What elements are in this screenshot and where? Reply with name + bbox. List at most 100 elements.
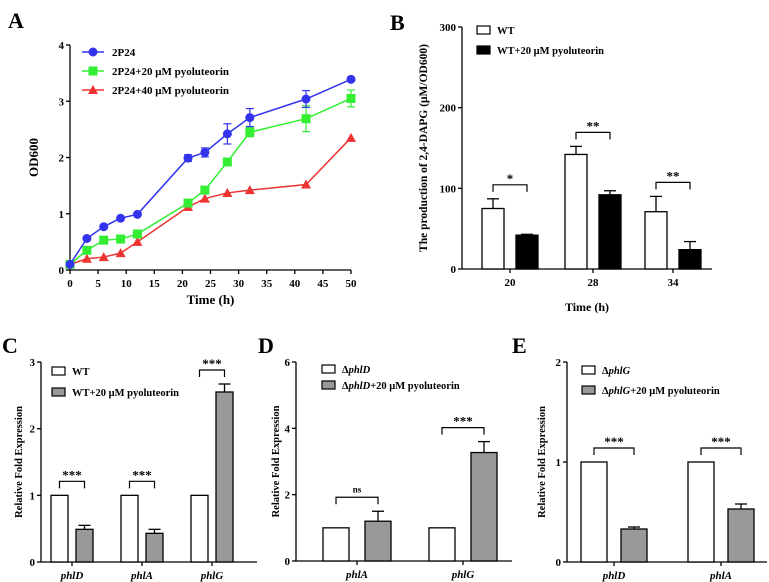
- panel-a-data-point: [222, 157, 232, 167]
- panel-b-legend-swatch: [476, 25, 491, 35]
- panel-a-x-tick-label: 30: [233, 278, 245, 290]
- panel-e-x-tick-label: phlD: [602, 570, 626, 582]
- panel-c-legend-swatch: [51, 387, 66, 397]
- panel-a-data-point: [199, 193, 210, 203]
- panel-b-x-tick-label: 34: [668, 277, 680, 289]
- panel-e-x-tick-label: phlA: [709, 570, 732, 582]
- panel-e-bar-treated: [727, 508, 755, 563]
- panel-b-y-tick-label: 200: [440, 103, 457, 115]
- panel-c-x-tick-label: phlG: [200, 570, 224, 582]
- panel-a-data-point: [183, 153, 193, 163]
- panel-a-y-tick-label: 1: [59, 209, 65, 221]
- panel-d-significance-label: ns: [353, 484, 362, 494]
- panel-a-legend-label: 2P24+20 μM pyoluteorin: [112, 66, 229, 78]
- panel-e-y-tick-label: 0: [556, 557, 562, 569]
- panel-a-data-point: [222, 187, 233, 197]
- panel-a-data-point: [99, 222, 109, 232]
- panel-e-legend-label: ΔphlG+20 μM pyoluteorin: [602, 386, 720, 397]
- panel-b-x-axis-label: Time (h): [565, 300, 609, 314]
- panel-b-legend-label: WT: [497, 26, 515, 37]
- panel-c-significance-bracket: [58, 480, 86, 489]
- panel-c-legend-swatch: [51, 366, 66, 376]
- panel-a-legend-marker: [88, 47, 98, 57]
- panel-b-bar-treated: [598, 194, 622, 270]
- panel-e-legend-swatch: [581, 385, 596, 395]
- panel-b-significance-label: **: [667, 168, 680, 183]
- panel-e-bar-control: [687, 461, 715, 563]
- panel-b-y-tick-label: 100: [440, 183, 457, 195]
- panel-d-y-tick-label: 6: [285, 357, 291, 369]
- panel-b-y-tick-label: 0: [451, 264, 457, 276]
- panel-c-bar-treated: [215, 391, 234, 563]
- panel-c-significance-label: ***: [202, 356, 222, 371]
- panel-b-significance-bracket: [655, 181, 691, 190]
- panel-b-bar-control: [644, 211, 668, 270]
- panel-c-label: C: [2, 333, 18, 358]
- panel-a-data-point: [116, 234, 126, 244]
- panel-d-x-tick-label: phlA: [345, 569, 368, 581]
- panel-b-legend-swatch: [476, 45, 491, 55]
- panel-a-x-tick-label: 0: [67, 278, 73, 290]
- panel-a-data-point: [346, 132, 356, 142]
- panel-a-data-point: [116, 213, 126, 223]
- panel-a-x-tick-label: 10: [121, 278, 133, 290]
- panel-a-data-point: [82, 245, 92, 255]
- panel-a-data-point: [115, 248, 126, 258]
- panel-b-bar-treated: [678, 248, 702, 270]
- panel-a-x-axis-label: Time (h): [187, 292, 235, 307]
- panel-a-data-point: [183, 198, 193, 208]
- panel-c-legend-label: WT: [72, 367, 90, 378]
- panel-e-legend-label: ΔphlG: [602, 366, 631, 377]
- panel-c-y-tick-label: 2: [30, 424, 36, 436]
- panel-d-y-axis-label: Relative Fold Expression: [271, 405, 282, 517]
- panel-e-significance-bracket: [593, 447, 635, 455]
- panel-a-data-point: [132, 236, 143, 246]
- panel-d-bar-control: [322, 527, 350, 562]
- panel-d-significance-bracket: [335, 496, 379, 505]
- panel-d-label: D: [258, 333, 274, 358]
- panel-a-x-tick-label: 15: [149, 278, 161, 290]
- panel-a-x-tick-label: 40: [289, 278, 301, 290]
- panel-a-x-tick-label: 25: [205, 278, 217, 290]
- panel-d-significance-bracket: [441, 427, 485, 435]
- panel-a-data-point: [245, 127, 255, 137]
- panel-e-legend-swatch: [581, 365, 596, 375]
- panel-a-data-point: [245, 113, 255, 123]
- panel-e-label: E: [512, 333, 527, 358]
- panel-d-legend-swatch: [321, 380, 336, 390]
- panel-a-legend-label: 2P24: [112, 47, 136, 59]
- panel-a-legend-marker: [88, 66, 98, 76]
- panel-a-data-point: [82, 234, 92, 243]
- panel-e-y-tick-label: 1: [556, 457, 562, 469]
- panel-b-y-axis-label: The production of 2,4-DAPG (μM/OD600): [418, 44, 430, 252]
- panel-c-significance-bracket: [198, 369, 226, 377]
- panel-c-significance-bracket: [128, 480, 156, 489]
- panel-c-bar-treated: [145, 532, 164, 563]
- panel-b-legend-label: WT+20 μM pyoluteorin: [497, 46, 604, 57]
- panel-e-y-axis-label: Relative Fold Expression: [537, 406, 548, 518]
- panel-a-data-point: [301, 94, 311, 104]
- panel-c-bar-control: [190, 494, 209, 563]
- panel-a-x-tick-label: 50: [346, 278, 358, 290]
- panel-a-data-point: [346, 74, 356, 84]
- panel-d-legend-swatch: [321, 364, 336, 374]
- panel-c-significance-label: ***: [132, 467, 152, 482]
- panel-b-y-tick-label: 300: [440, 22, 457, 34]
- panel-d-legend-label: ΔphlD: [342, 365, 371, 376]
- panel-d-bar-treated: [364, 520, 392, 562]
- panel-c-y-tick-label: 3: [30, 357, 36, 369]
- panel-c-significance-label: ***: [62, 467, 82, 482]
- panel-b-bar-control: [564, 153, 588, 270]
- panel-c-bar-control: [50, 494, 69, 563]
- panel-a-y-tick-label: 4: [59, 40, 65, 52]
- panel-b-significance-bracket: [575, 131, 611, 140]
- panel-e-significance-label: ***: [604, 434, 624, 449]
- panel-a-data-point: [222, 129, 232, 139]
- panel-a-data-point: [65, 259, 75, 269]
- panel-a-y-axis-label: OD600: [26, 138, 41, 177]
- panel-a-y-tick-label: 2: [59, 153, 65, 165]
- panel-a-data-point: [132, 209, 142, 219]
- panel-b-label: B: [390, 10, 405, 35]
- panel-a-data-point: [346, 93, 356, 103]
